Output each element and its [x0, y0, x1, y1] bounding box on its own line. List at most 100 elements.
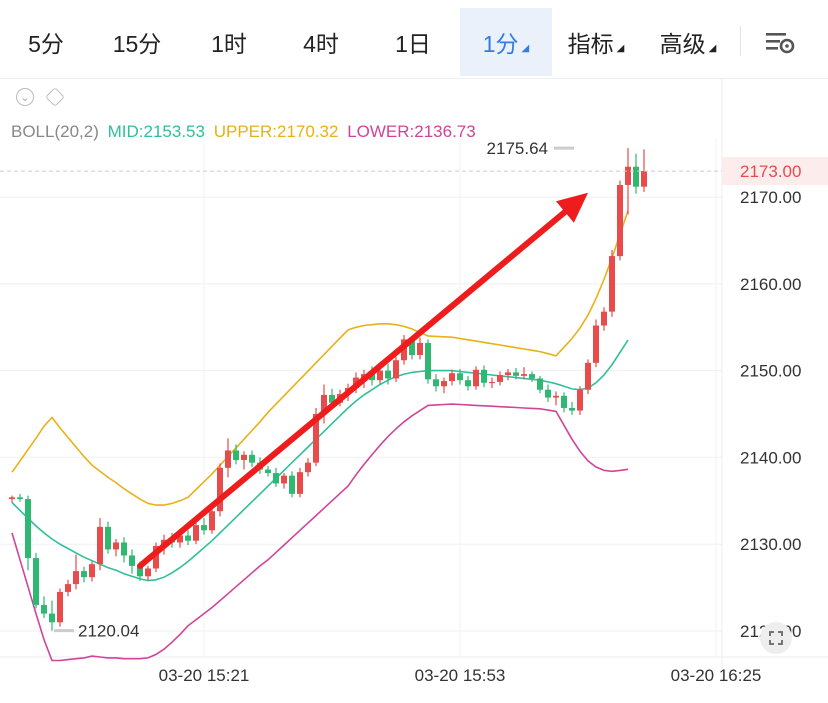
candle-body [385, 370, 391, 379]
candle-body [329, 394, 335, 403]
candle-body [129, 555, 135, 566]
tab-advanced[interactable]: 高级 ◢ [652, 8, 724, 76]
x-tick-label: 03-20 15:53 [415, 666, 506, 685]
tab-label: 15分 [112, 31, 162, 57]
candle-body [417, 342, 423, 356]
dropdown-triangle-icon: ◢ [708, 42, 717, 54]
candle-body [17, 497, 23, 500]
candle-body [473, 369, 479, 387]
low-marker-label: 2120.04 [78, 622, 139, 641]
chevron-down-icon[interactable]: ⌄ [16, 88, 34, 106]
boll-upper-line [11, 210, 629, 506]
tab-label: 5分 [28, 31, 64, 57]
dropdown-triangle-icon: ◢ [616, 42, 625, 54]
candle-body [137, 565, 143, 577]
candle-body [289, 475, 295, 494]
candle-body [153, 545, 159, 569]
candle-body [617, 184, 623, 257]
candle-body [33, 558, 39, 605]
candle-body [49, 613, 55, 623]
candle-body [65, 584, 71, 592]
candle-body [433, 379, 439, 387]
tab-label: 1时 [211, 31, 247, 57]
candlestick-chart[interactable]: 2120.002130.002140.002150.002160.002170.… [0, 79, 828, 698]
y-tick-label: 2140.00 [740, 448, 801, 467]
candle-body [281, 475, 287, 484]
current-price-label: 2173.00 [740, 162, 801, 181]
candle-body [585, 362, 591, 390]
candle-body [633, 166, 639, 187]
candle-body [25, 499, 31, 559]
tab-4hour[interactable]: 4时 [286, 8, 356, 76]
trend-arrow-head [556, 192, 588, 223]
candle-body [121, 542, 127, 556]
candle-body [497, 374, 503, 382]
candle-body [441, 381, 447, 387]
candle-body [209, 511, 215, 531]
candle-body [313, 414, 319, 463]
tab-label: 1日 [395, 31, 431, 57]
tab-label: 指标 [567, 31, 614, 57]
candle-body [249, 454, 255, 463]
candle-body [57, 591, 63, 623]
candle-body [449, 373, 455, 382]
candle-body [393, 360, 399, 379]
candle-body [369, 374, 375, 381]
candle-body [569, 407, 575, 411]
chart-area[interactable]: 2120.002130.002140.002150.002160.002170.… [0, 79, 828, 698]
candle-body [505, 372, 511, 375]
candle-body [9, 497, 15, 500]
candle-body [233, 450, 239, 461]
candle-body [489, 381, 495, 384]
candle-body [225, 450, 231, 468]
boll-lower: LOWER:2136.73 [347, 122, 476, 141]
boll-upper: UPPER:2170.32 [213, 122, 339, 141]
candle-body [321, 394, 327, 415]
candle-body [41, 604, 47, 614]
y-tick-label: 2130.00 [740, 535, 801, 554]
candle-body [105, 526, 111, 550]
candle-body [513, 372, 519, 376]
timeframe-tab-bar: 5分 15分 1时 4时 1日 1分 ◢ 指标 ◢ 高级 ◢ [0, 0, 828, 78]
boll-name: BOLL(20,2) [11, 122, 99, 141]
candle-body [641, 171, 647, 187]
candle-body [465, 380, 471, 387]
tab-1hour[interactable]: 1时 [196, 8, 262, 76]
candle-body [625, 166, 631, 185]
settings-icon[interactable] [762, 28, 798, 56]
tab-1day[interactable]: 1日 [380, 8, 446, 76]
candle-body [577, 389, 583, 411]
tab-15min[interactable]: 15分 [100, 8, 174, 76]
tab-5min[interactable]: 5分 [14, 8, 78, 76]
candle-body [241, 454, 247, 461]
tab-bar-border [0, 78, 828, 79]
candle-body [273, 473, 279, 484]
boll-mid-line [11, 339, 629, 582]
candle-body [561, 395, 567, 408]
zoom-icon[interactable] [760, 622, 792, 654]
y-tick-label: 2150.00 [740, 362, 801, 381]
dropdown-triangle-icon: ◢ [521, 42, 530, 54]
candle-body [593, 325, 599, 363]
tab-1min-selected[interactable]: 1分 ◢ [460, 8, 552, 76]
boll-mid: MID:2153.53 [107, 122, 205, 141]
candle-body [145, 568, 151, 577]
candle-body [529, 374, 535, 379]
candle-body [409, 339, 415, 356]
candle-body [521, 374, 527, 376]
candle-body [89, 564, 95, 578]
candle-body [457, 373, 463, 381]
candle-body [217, 467, 223, 512]
candle-body [193, 525, 199, 541]
tab-label: 高级 [659, 31, 706, 57]
candle-body [177, 535, 183, 543]
candle-body [537, 378, 543, 390]
tab-label: 1分 [482, 31, 519, 57]
high-marker-label: 2175.64 [487, 139, 548, 158]
candle-body [545, 389, 551, 398]
trend-arrow-shaft [137, 208, 568, 569]
current-price-tag [722, 157, 828, 186]
tab-indicators[interactable]: 指标 ◢ [560, 8, 632, 76]
boll-lower-line [11, 403, 629, 662]
candle-body [601, 311, 607, 326]
